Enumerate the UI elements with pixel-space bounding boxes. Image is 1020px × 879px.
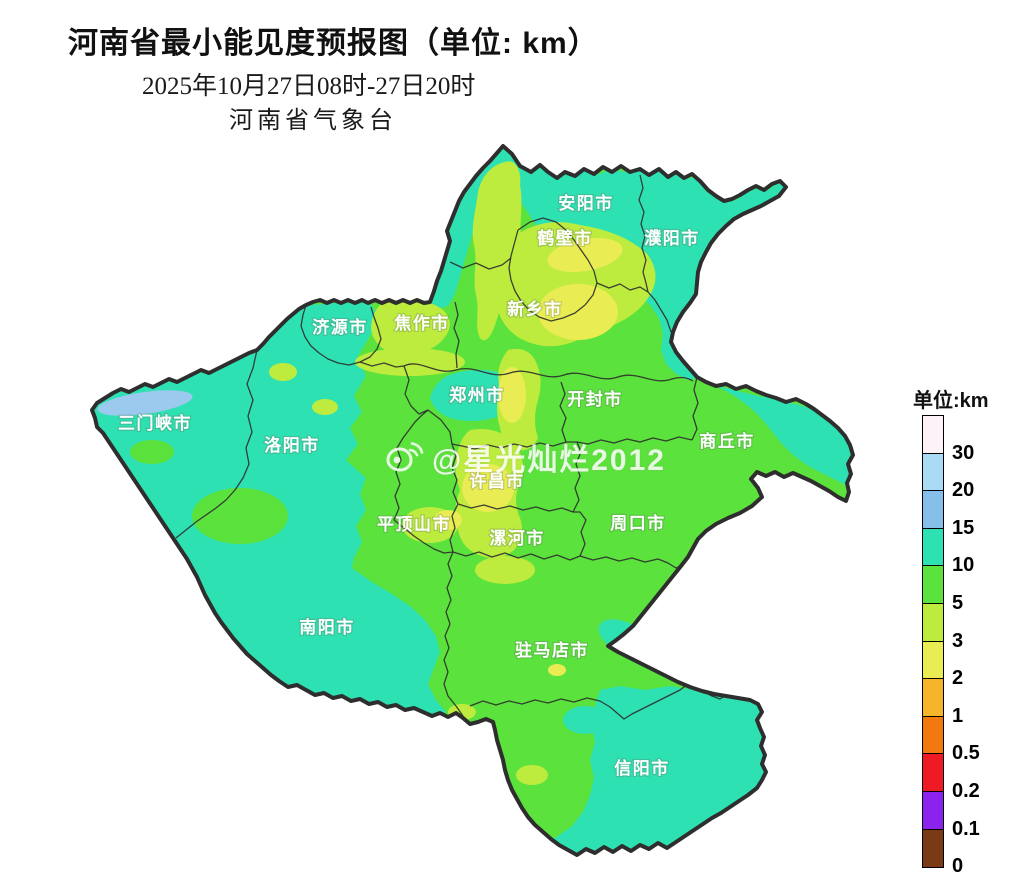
legend-label: 0.1 xyxy=(952,817,980,840)
legend-label: 20 xyxy=(952,479,975,502)
legend-label: 0.2 xyxy=(952,780,980,802)
legend-label: 15 xyxy=(952,516,975,539)
legend-label: 3 xyxy=(952,629,964,652)
fill-yg-jiaozuo xyxy=(371,300,450,355)
legend-swatch xyxy=(922,791,944,830)
page-title: 河南省最小能见度预报图（单位: km） xyxy=(68,27,599,60)
city-label: 漯河市 xyxy=(489,528,545,548)
city-label: 鹤壁市 xyxy=(537,228,593,248)
city-label: 新乡市 xyxy=(507,299,563,319)
legend-swatch xyxy=(922,565,944,605)
city-label: 安阳市 xyxy=(558,193,614,213)
fill-green-patch xyxy=(92,473,138,505)
legend-label: 30 xyxy=(952,441,975,464)
city-label: 南阳市 xyxy=(299,617,355,637)
fill-yg-patch xyxy=(226,668,254,684)
legend-swatch xyxy=(922,452,944,492)
fill-pale-patch xyxy=(498,367,526,423)
city-label: 开封市 xyxy=(567,389,623,409)
fill-yg-patch xyxy=(475,556,535,584)
legend-swatch xyxy=(922,490,944,530)
fill-pale-patch xyxy=(538,284,618,340)
legend-colorbar: 30 20 15 10 5 3 2 1 0.5 0.2 0.1 0 xyxy=(922,415,1017,877)
legend-swatch xyxy=(922,678,944,718)
legend-swatch xyxy=(922,415,944,454)
fill-teal-shangqiu xyxy=(706,382,852,486)
city-label: 周口市 xyxy=(610,513,666,533)
issuing-agency: 河南省气象台 xyxy=(229,108,397,134)
fill-yg-patch xyxy=(355,348,465,376)
fill-green-patch xyxy=(130,440,174,464)
city-label: 焦作市 xyxy=(393,313,450,333)
legend-swatch xyxy=(922,640,944,680)
fill-pale-patch xyxy=(462,464,514,512)
city-label: 济源市 xyxy=(312,317,368,337)
city-label: 驻马店市 xyxy=(515,640,589,660)
legend-swatch xyxy=(922,753,944,793)
fill-yg-patch xyxy=(312,399,338,415)
fill-lightblue-sliver xyxy=(97,390,193,416)
fill-yg-anyang-band xyxy=(472,161,522,341)
legend-label: 0.5 xyxy=(952,742,980,765)
legend-swatch xyxy=(922,603,944,642)
legend-label: 10 xyxy=(952,554,975,577)
fill-pale-patch xyxy=(434,510,462,530)
city-label: 三门峡市 xyxy=(118,413,192,433)
city-label: 商丘市 xyxy=(699,431,755,451)
legend-label: 0 xyxy=(952,855,964,878)
legend-swatch xyxy=(922,828,944,868)
city-label: 洛阳市 xyxy=(264,435,320,455)
city-label: 濮阳市 xyxy=(644,228,700,248)
city-boundaries xyxy=(175,174,751,720)
legend-label: 2 xyxy=(952,667,964,690)
legend-title: 单位:km xyxy=(913,390,989,412)
city-label: 许昌市 xyxy=(469,471,525,491)
legend-label: 1 xyxy=(952,704,964,727)
fill-pale-patch xyxy=(548,664,566,676)
fill-teal-border-spot xyxy=(563,706,607,734)
legend-swatch xyxy=(922,715,944,755)
forecast-period: 2025年10月27日08时-27日20时 xyxy=(142,73,476,100)
city-label: 信阳市 xyxy=(614,758,670,778)
city-label: 郑州市 xyxy=(449,385,505,405)
fill-yg-patch xyxy=(516,765,548,785)
city-label: 平顶山市 xyxy=(377,514,451,534)
legend-label: 5 xyxy=(952,592,964,614)
legend-swatch xyxy=(922,527,944,567)
fill-green-patch xyxy=(192,488,288,544)
fill-yg-patch xyxy=(269,363,297,381)
